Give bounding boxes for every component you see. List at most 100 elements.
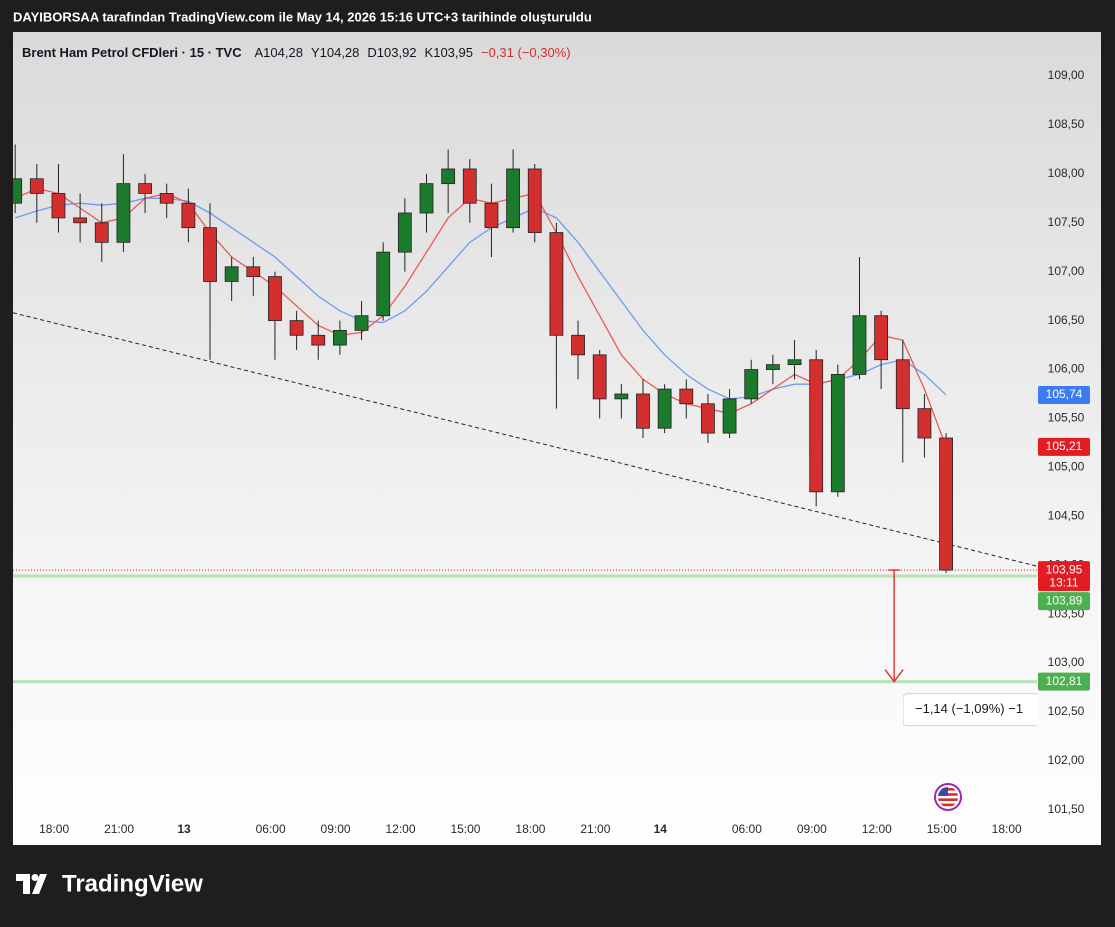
y-tick-label: 105,00: [1048, 460, 1085, 474]
ohlc-value: −0,31 (−0,30%): [481, 45, 571, 60]
x-tick-label: 21:00: [580, 822, 610, 836]
ohlc-value: K103,95: [425, 45, 473, 60]
ohlc-value: A104,28: [255, 45, 303, 60]
y-tick-label: 103,00: [1048, 655, 1085, 669]
logo: [16, 874, 47, 894]
trend-line: [13, 312, 1037, 567]
x-tick-label: 14: [654, 822, 668, 836]
x-tick-label: 21:00: [104, 822, 134, 836]
candle-body: [614, 393, 629, 400]
x-tick-label: 18:00: [39, 822, 69, 836]
candle-body: [874, 315, 889, 361]
x-tick-label: 18:00: [992, 822, 1022, 836]
candle-body: [333, 329, 347, 346]
candle-body: [701, 403, 715, 434]
y-tick-label: 107,50: [1048, 215, 1085, 229]
x-tick-label: 13: [177, 822, 191, 836]
measure-arrow: [884, 669, 904, 683]
candle-body: [917, 408, 932, 439]
ohlc-value: D103,92: [367, 45, 416, 60]
candle-body: [224, 266, 239, 282]
candle-body: [181, 202, 196, 229]
candle-body: [51, 193, 66, 219]
candle-body: [311, 334, 326, 346]
candle-body: [787, 359, 802, 366]
candle-body: [13, 178, 23, 204]
candle-body: [830, 374, 845, 493]
candle-body: [138, 183, 152, 194]
y-tick-label: 107,00: [1048, 264, 1085, 278]
price-label: 105,21: [1046, 439, 1083, 453]
price-label-box: [1038, 437, 1090, 456]
x-tick-label: 18:00: [515, 822, 545, 836]
x-tick-label: 12:00: [386, 822, 416, 836]
candle-body: [29, 178, 44, 194]
candle-body: [549, 232, 564, 336]
y-tick-label: 102,00: [1048, 753, 1085, 767]
price-axis: 101,50102,00102,50103,00103,50104,00104,…: [1038, 68, 1090, 816]
candle-body: [636, 393, 650, 429]
price-label: 103,95: [1046, 562, 1083, 576]
y-tick-label: 105,50: [1048, 411, 1085, 425]
y-tick-label: 101,50: [1048, 802, 1085, 816]
legend-line: Brent Ham Petrol CFDleri · 15 · TVC A104…: [22, 45, 571, 60]
candle-body: [484, 202, 499, 229]
price-label-box: [1038, 592, 1090, 611]
candle-body: [852, 315, 867, 375]
candle-body: [203, 227, 217, 282]
candle-body: [246, 266, 261, 277]
y-tick-label: 108,50: [1048, 117, 1085, 131]
candle-body: [527, 168, 542, 233]
candle-body: [722, 398, 737, 434]
price-label-sub: 13:11: [1049, 575, 1078, 589]
candle-body: [462, 168, 477, 204]
candle-body: [159, 193, 174, 204]
ohlc: A104,28 Y104,28 D103,92 K103,95 −0,31 (−0,30…: [255, 45, 571, 60]
measure-label-box: [903, 693, 1037, 727]
plot: 18:00 21:00 13 06:00 09:00 12:00 15:00 18:00 21:…: [13, 144, 1037, 836]
price-label-box: [1038, 385, 1090, 404]
candle-body: [116, 183, 131, 243]
x-tick-label: 12:00: [862, 822, 892, 836]
candle-body: [809, 359, 824, 493]
candle-body: [571, 334, 585, 356]
x-tick-label: 06:00: [256, 822, 286, 836]
footer: TradingView: [62, 870, 203, 897]
y-tick-label: 102,50: [1048, 704, 1085, 718]
candle-body: [94, 222, 109, 243]
candle-body: [354, 315, 369, 331]
price-label-box: [1038, 672, 1090, 691]
x-tick-label: 15:00: [450, 822, 480, 836]
x-tick-label: 09:00: [321, 822, 351, 836]
price-label-box: [1038, 561, 1090, 592]
x-tick-label: 06:00: [732, 822, 762, 836]
candle-body: [592, 354, 607, 400]
candle-body: [939, 437, 953, 571]
measure-label: −1,14 (−1,09%) −1: [903, 693, 1037, 727]
price-label: 105,74: [1046, 387, 1083, 401]
candle-body: [268, 276, 282, 322]
y-tick-label: 104,50: [1048, 508, 1085, 522]
candle-body: [679, 388, 694, 405]
candle-body: [657, 388, 672, 429]
candle-body: [744, 369, 759, 400]
candle-body: [73, 217, 88, 224]
candle-body: [419, 183, 434, 214]
candle-body: [441, 168, 456, 185]
ohlc-value: Y104,28: [311, 45, 359, 60]
price-label: 103,89: [1046, 593, 1083, 607]
candle-body: [376, 251, 391, 317]
x-tick-label: 09:00: [797, 822, 827, 836]
candle-body: [289, 320, 304, 336]
candle-body: [397, 212, 412, 253]
candle-body: [895, 359, 910, 410]
header: DAYIBORSAA tarafından TradingView.com il…: [13, 9, 592, 24]
candle-body: [506, 168, 520, 229]
candle-body: [765, 364, 780, 370]
measure-label-text: −1,14 (−1,09%) −1: [915, 701, 1023, 716]
x-tick-label: 15:00: [927, 822, 957, 836]
y-tick-label: 106,50: [1048, 313, 1085, 327]
event-icon[interactable]: [934, 783, 962, 811]
